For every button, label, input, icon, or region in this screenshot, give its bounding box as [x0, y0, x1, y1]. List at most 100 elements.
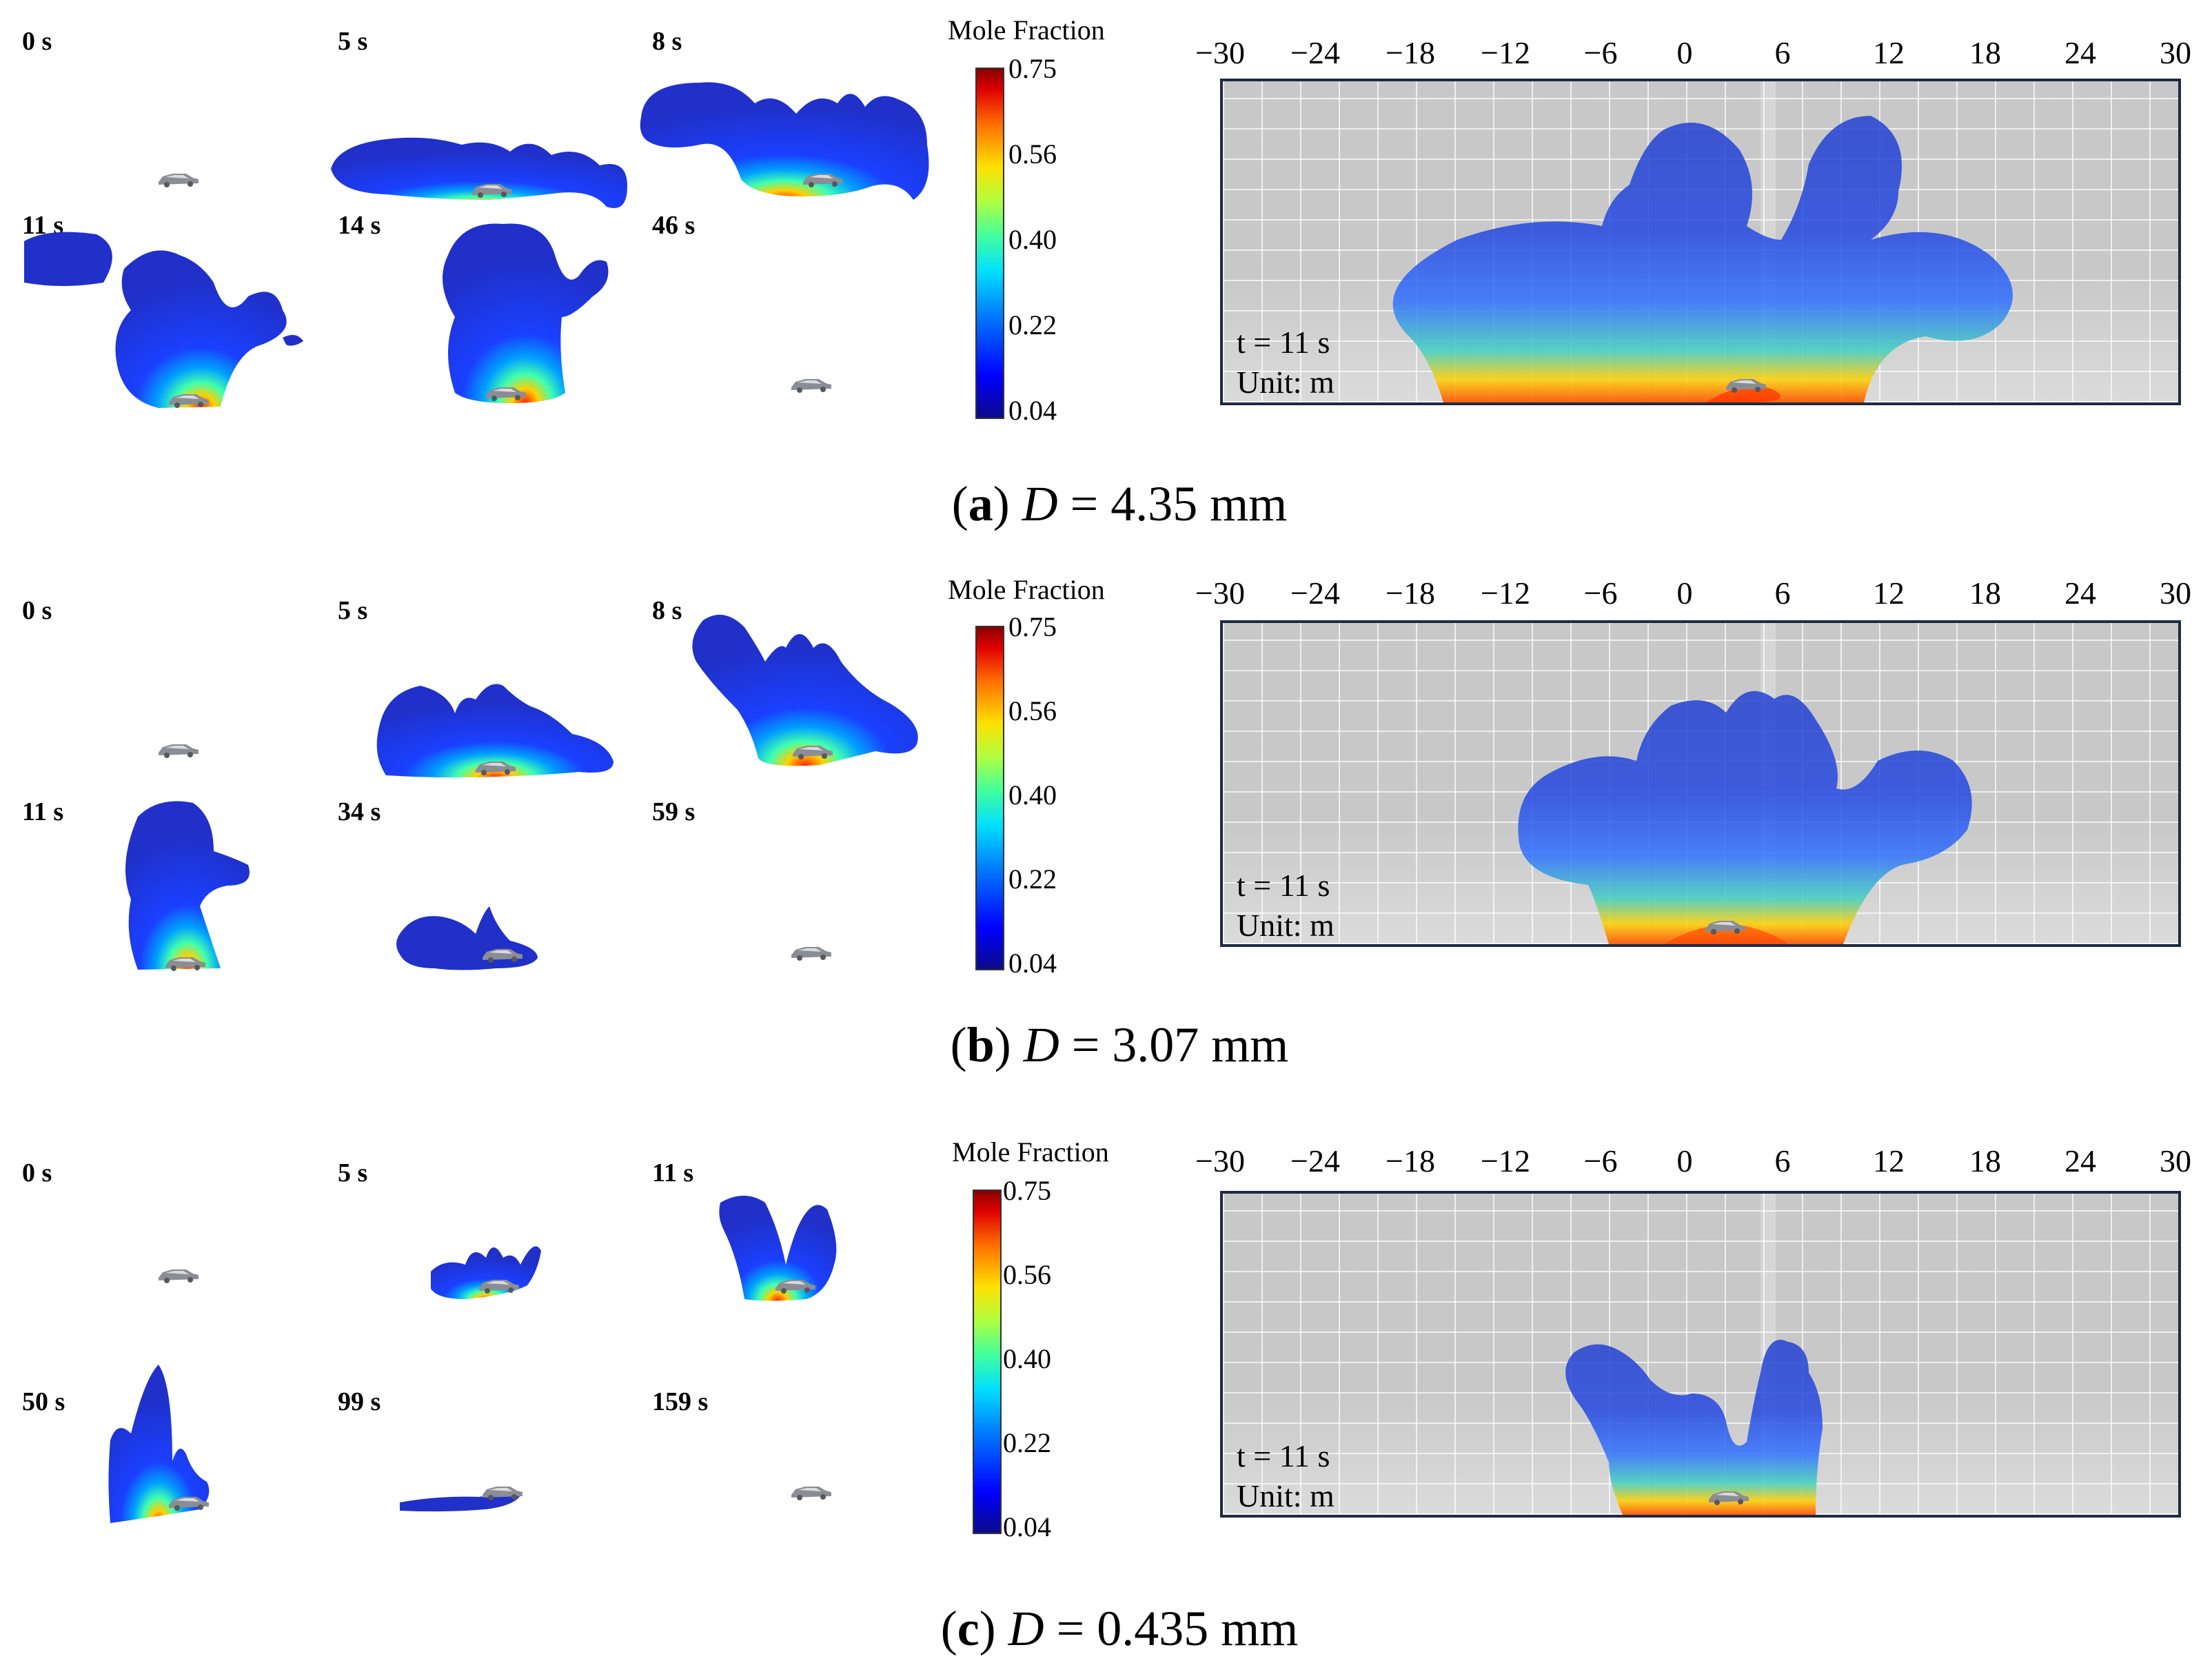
- colorbar-tick: 0.04: [1008, 948, 1057, 979]
- x-tick-label: −18: [1386, 35, 1435, 70]
- x-tick-label: 24: [2064, 575, 2096, 611]
- unit-label: Unit: m: [1237, 365, 1335, 400]
- caption-letter: a: [968, 476, 993, 531]
- plume-snapshot-image: [331, 137, 627, 208]
- plume-snapshot-image: [159, 744, 199, 758]
- unit-label: Unit: m: [1237, 1478, 1335, 1513]
- x-tick-label: 0: [1676, 35, 1693, 70]
- snapshot-label: 50 s: [22, 1387, 65, 1416]
- caption-value: = 0.435 mm: [1044, 1601, 1299, 1656]
- plume-snapshot-image: [125, 801, 250, 971]
- plume-snapshot-image: [640, 82, 929, 200]
- plume-snapshot-image: [396, 906, 538, 970]
- snapshot-label: 159 s: [652, 1387, 709, 1416]
- snapshot-label: 0 s: [22, 27, 52, 56]
- x-tick-label: −24: [1290, 1143, 1340, 1178]
- colorbar-tick: 0.40: [1008, 779, 1057, 810]
- x-tick-label: −30: [1195, 1143, 1245, 1178]
- caption-value: = 4.35 mm: [1057, 476, 1288, 531]
- panel-caption: (c) D = 0.435 mm: [940, 1601, 1299, 1656]
- domain-view: t = 11 s Unit: m: [1220, 1191, 2181, 1518]
- unit-label: Unit: m: [1237, 908, 1335, 943]
- colorbar-title: Mole Fraction: [948, 574, 1105, 605]
- colorbar-tick: 0.56: [1008, 139, 1057, 170]
- snapshot-label: 5 s: [338, 27, 368, 56]
- x-tick-label: −12: [1481, 35, 1530, 70]
- x-tick-label: −30: [1195, 575, 1245, 611]
- colorbar-tick: 0.22: [1008, 309, 1057, 340]
- plume-snapshot-image: [376, 684, 613, 778]
- x-tick-label: −30: [1195, 35, 1245, 70]
- snapshot-label: 8 s: [652, 596, 682, 625]
- x-tick-label: −6: [1583, 35, 1618, 70]
- snapshot-label: 11 s: [652, 1158, 694, 1187]
- snapshot-label: 0 s: [22, 1158, 52, 1187]
- plume-snapshot-image: [692, 615, 918, 766]
- domain-x-axis: −30 −24 −18 −12 −6 0 6 12 18 24 30: [0, 34, 2212, 76]
- plume-snapshot-image: [108, 1365, 210, 1523]
- time-label: t = 11 s: [1237, 325, 1330, 360]
- x-tick-label: 0: [1676, 575, 1693, 611]
- plume-snapshot-image: [443, 223, 609, 403]
- x-tick-label: 30: [2160, 575, 2191, 611]
- colorbar-tick: 0.56: [1008, 695, 1057, 726]
- x-tick-label: 12: [1873, 575, 1905, 611]
- x-tick-label: 18: [1969, 575, 2001, 611]
- plume-snapshot-image: [159, 174, 199, 187]
- x-tick-label: 24: [2064, 35, 2096, 70]
- x-tick-label: 0: [1676, 1143, 1693, 1178]
- x-tick-label: −12: [1481, 1143, 1530, 1178]
- caption-letter: b: [966, 1017, 995, 1072]
- domain-x-axis: −30 −24 −18 −12 −6 0 6 12 18 24 30: [0, 575, 2212, 616]
- plume-snapshot-image: [431, 1246, 541, 1299]
- plume-domain-image: [1565, 1194, 1823, 1515]
- x-tick-label: −18: [1386, 575, 1435, 611]
- plume-snapshot-image: [791, 1487, 831, 1500]
- caption-variable: D: [1022, 476, 1058, 531]
- colorbar: Mole Fraction 0.75 0.56 0.40 0.22 0.04: [948, 565, 1155, 979]
- colorbar-gradient: [973, 1190, 1002, 1534]
- snapshot-label: 59 s: [652, 797, 696, 826]
- colorbar-tick: 0.22: [1008, 864, 1057, 895]
- x-tick-label: 6: [1774, 575, 1791, 611]
- snapshot-label: 5 s: [338, 596, 368, 625]
- colorbar-tick: 0.22: [1003, 1427, 1051, 1458]
- x-tick-label: 18: [1969, 1143, 2001, 1178]
- x-tick-label: 12: [1873, 35, 1905, 70]
- plume-snapshot-image: [791, 379, 831, 393]
- x-tick-label: −24: [1290, 575, 1340, 611]
- colorbar-tick: 0.04: [1003, 1511, 1051, 1542]
- colorbar-tick: 0.75: [1008, 53, 1057, 84]
- x-tick-label: −12: [1481, 575, 1530, 611]
- snapshot-label: 99 s: [338, 1387, 381, 1416]
- colorbar: Mole Fraction 0.75 0.56 0.40 0.22 0.04: [948, 1116, 1155, 1544]
- colorbar-tick: 0.56: [1003, 1259, 1051, 1290]
- domain-x-axis: −30 −24 −18 −12 −6 0 6 12 18 24 30: [0, 1143, 2212, 1184]
- x-tick-label: 6: [1774, 35, 1791, 70]
- caption-variable: D: [1008, 1601, 1044, 1656]
- snapshot-label: 34 s: [338, 797, 381, 826]
- colorbar-title: Mole Fraction: [948, 14, 1105, 45]
- x-tick-label: 24: [2064, 1143, 2096, 1178]
- plume-snapshot-image: [400, 1487, 522, 1512]
- plume-snapshot-image: [24, 232, 303, 408]
- colorbar-gradient: [975, 626, 1004, 970]
- panel-b: 0 s 5 s 8 s 11 s 34 s 59 s Mole Fraction…: [0, 551, 2212, 1103]
- x-tick-label: −18: [1386, 1143, 1435, 1178]
- colorbar-title: Mole Fraction: [952, 1136, 1109, 1167]
- domain-view: t = 11 s Unit: m: [1220, 620, 2181, 947]
- plume-snapshot-image: [159, 1269, 199, 1283]
- colorbar-tick: 0.75: [1003, 1175, 1051, 1206]
- time-label: t = 11 s: [1237, 1438, 1330, 1473]
- domain-view: t = 11 s Unit: m: [1220, 79, 2181, 405]
- colorbar-tick: 0.75: [1008, 611, 1057, 642]
- plume-snapshot-image: [719, 1196, 837, 1301]
- colorbar-tick: 0.40: [1008, 224, 1057, 255]
- snapshot-label: 0 s: [22, 596, 52, 625]
- colorbar-gradient: [975, 68, 1004, 419]
- x-tick-label: 18: [1969, 35, 2001, 70]
- x-tick-label: −6: [1583, 575, 1618, 611]
- plume-domain-image: [1392, 81, 2013, 402]
- caption-letter: c: [957, 1601, 980, 1656]
- panel-c: 0 s 5 s 11 s 50 s 99 s 159 s Mole Fracti…: [0, 1103, 2212, 1674]
